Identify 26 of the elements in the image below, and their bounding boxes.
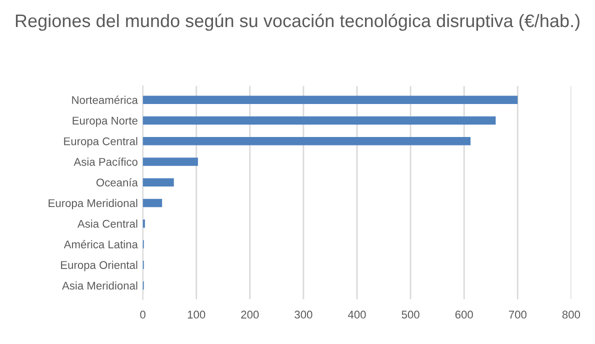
y-tick-label: Asia Meridional	[62, 281, 138, 290]
y-tick-label: Asia Central	[77, 220, 138, 228]
y-tick-label: Norteamérica	[72, 96, 138, 104]
y-tick-label: Europa Meridional	[48, 198, 138, 210]
x-tick-label: 300	[294, 310, 312, 319]
bar	[142, 96, 518, 104]
x-tick-label: 800	[562, 310, 580, 319]
x-tick-label: 200	[241, 310, 259, 319]
bar	[142, 198, 162, 208]
x-tick-label: 700	[508, 310, 526, 319]
y-tick-label: Europa Central	[64, 137, 138, 148]
bar	[142, 158, 198, 166]
y-tick-label: Europa Norte	[72, 116, 138, 127]
chart-title: Regiones del mundo según su vocación tecnológica disruptiva (€/hab.)	[16, 14, 580, 31]
bar	[142, 178, 174, 186]
bar	[142, 136, 471, 146]
y-tick-label: América Latina	[64, 240, 138, 248]
x-tick-label: 600	[455, 310, 473, 319]
x-tick-label: 500	[402, 310, 420, 319]
x-tick-label: 400	[348, 310, 366, 319]
x-tick-label: 100	[188, 310, 206, 319]
y-tick-label: Europa Oriental	[61, 260, 138, 272]
bar	[142, 116, 496, 125]
y-tick-label: Asia Pacífico	[74, 158, 138, 166]
y-tick-label: Oceanía	[96, 178, 138, 186]
x-tick-label: 0	[140, 310, 146, 319]
